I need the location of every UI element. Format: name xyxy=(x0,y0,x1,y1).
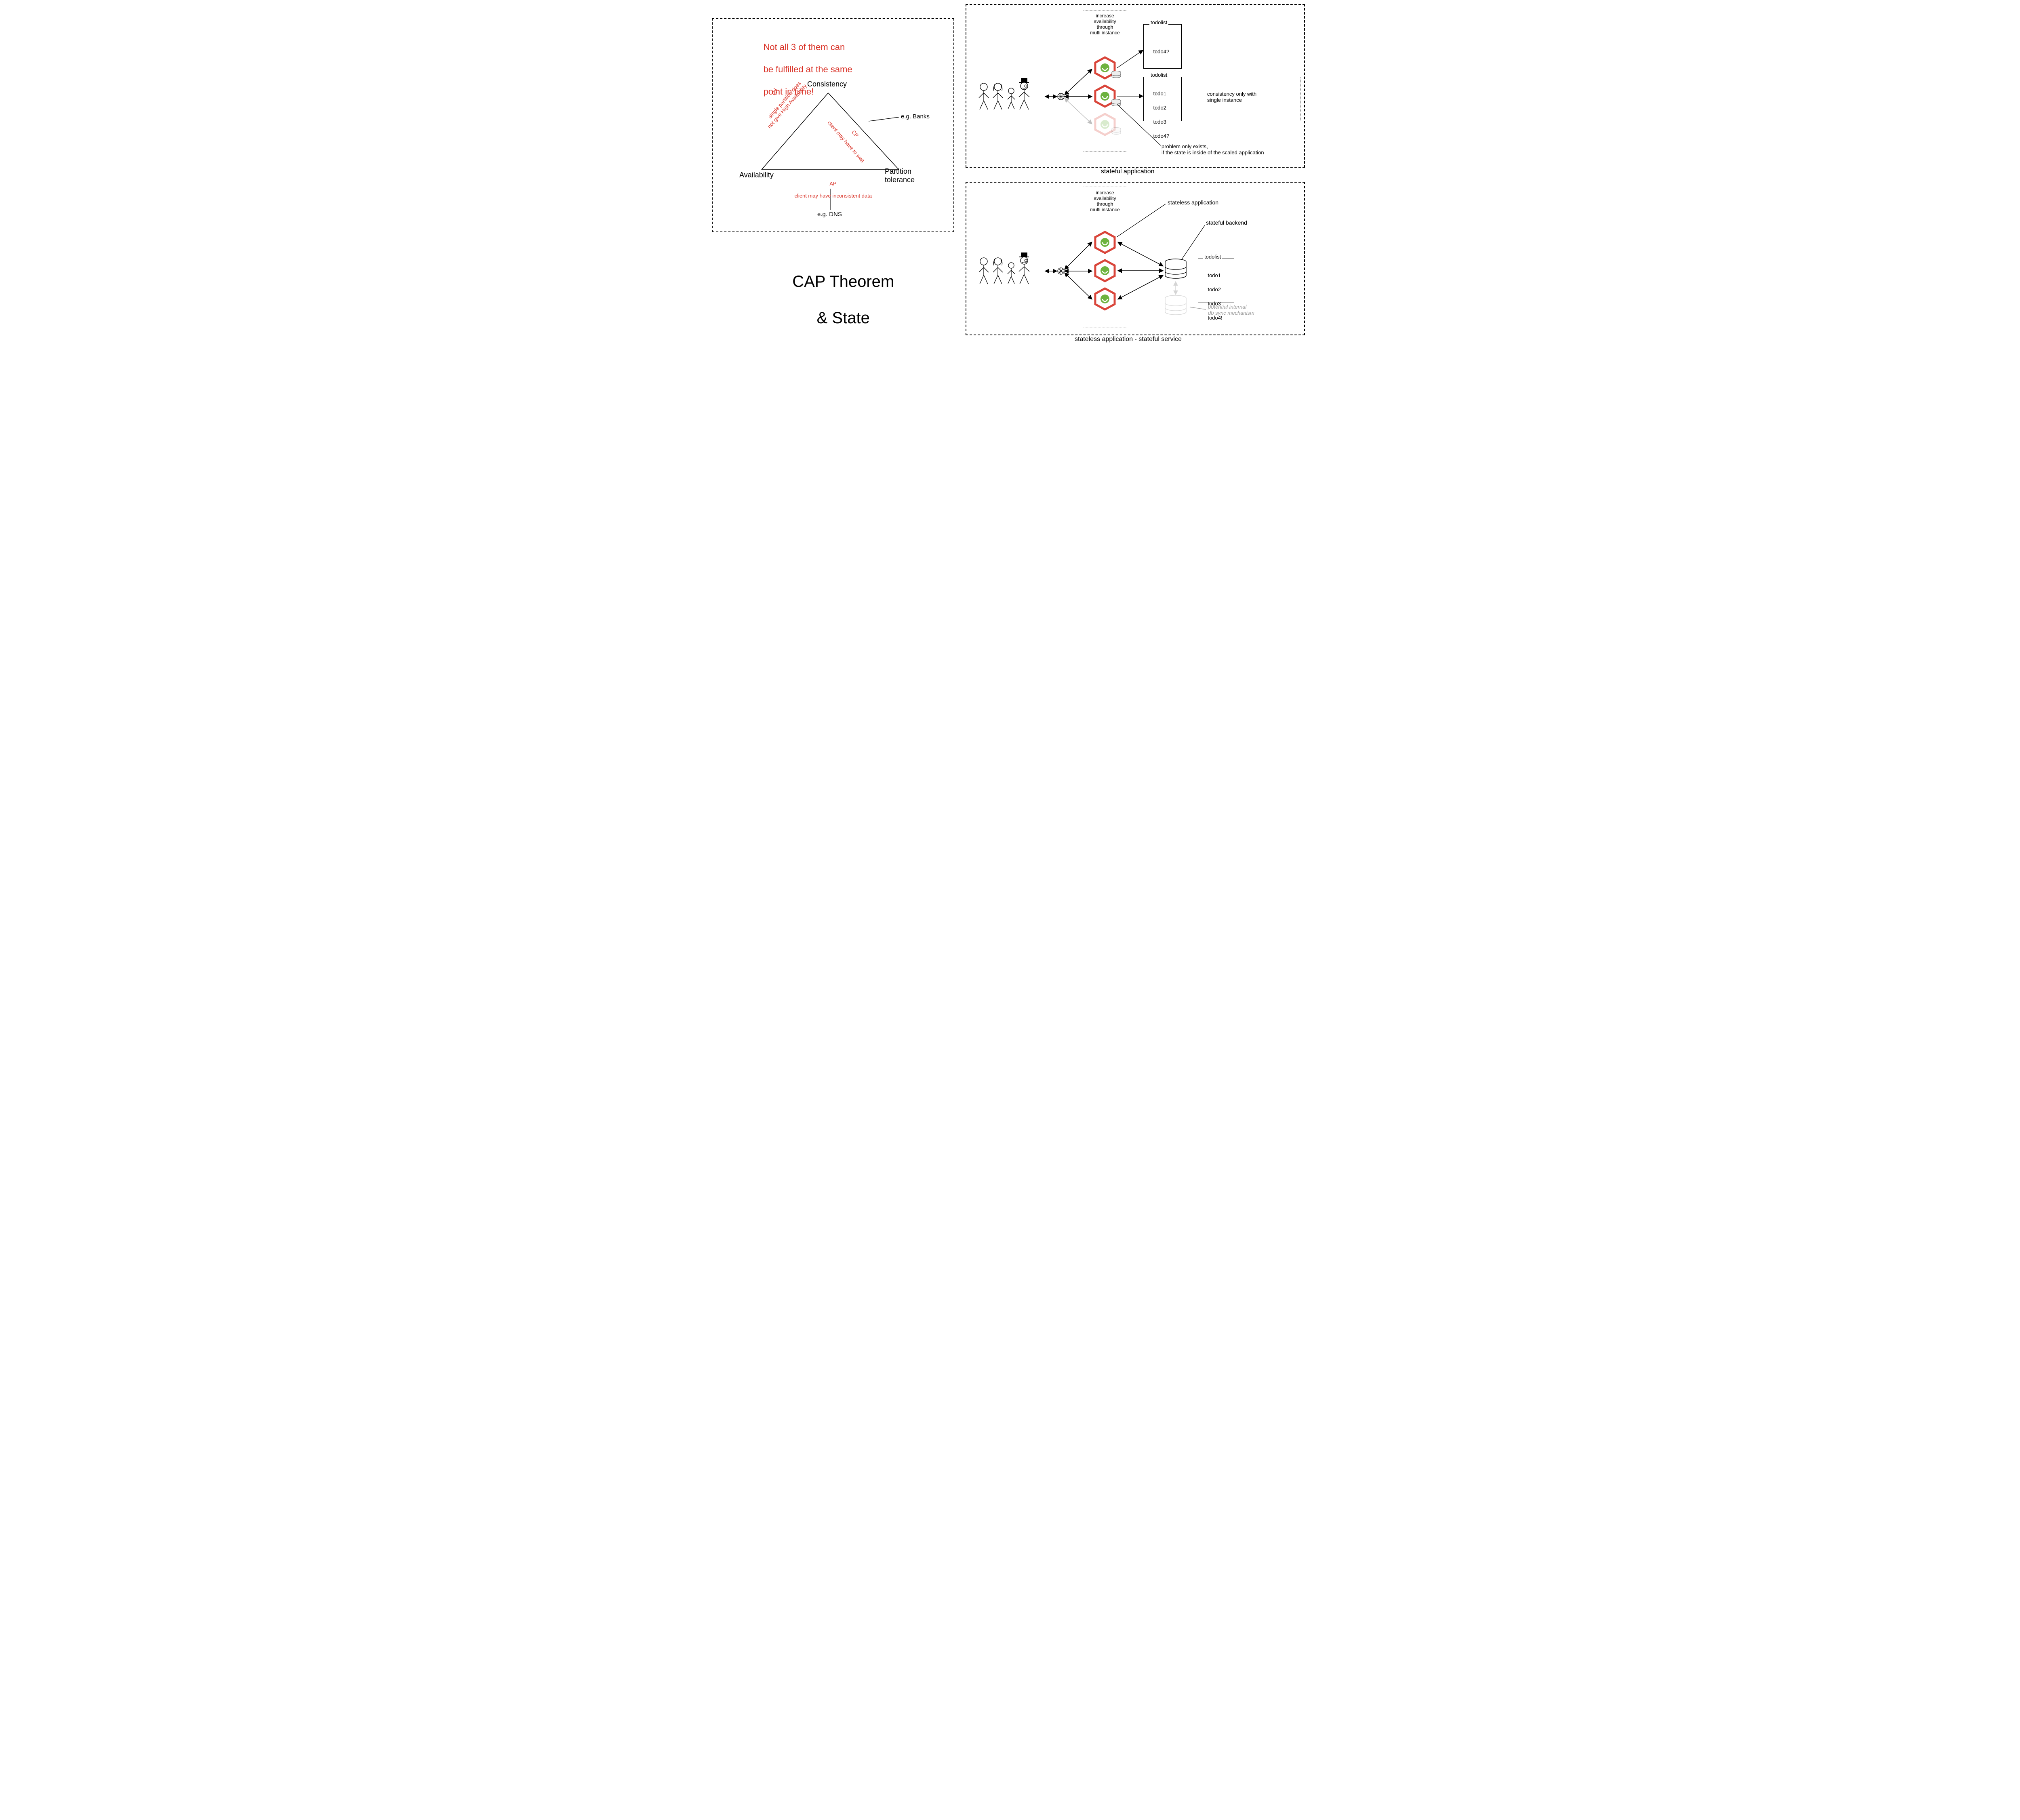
sl-tl-0: todo1 xyxy=(1208,272,1221,278)
label-stateful-backend: stateful backend xyxy=(1206,219,1247,226)
sl-tl-1: todo2 xyxy=(1208,286,1221,292)
stateless-todolist-items: todo1 todo2 todo3 todo4! xyxy=(1202,265,1223,328)
label-db-sync: potential internal db sync mechanism xyxy=(1208,304,1254,316)
diagram-canvas: Not all 3 of them can be fulfilled at th… xyxy=(707,0,1313,342)
label-stateless-app: stateless application xyxy=(1168,199,1218,206)
stateless-todolist-title: todolist xyxy=(1203,254,1222,260)
